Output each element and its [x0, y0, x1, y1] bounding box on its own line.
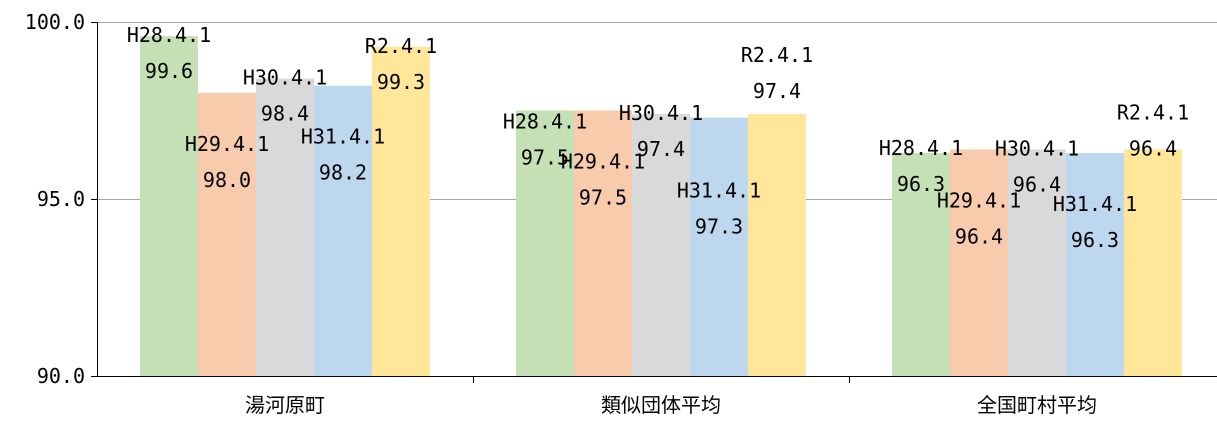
- x-category-labels: 湯河原町 類似団体平均 全国町村平均: [245, 393, 1097, 417]
- bar: [574, 110, 632, 376]
- bar: [748, 114, 806, 376]
- data-label-value: 99.3: [377, 70, 425, 94]
- data-label-series: H31.4.1: [677, 179, 761, 203]
- data-label-series: H29.4.1: [185, 132, 269, 156]
- data-label-series: R2.4.1: [365, 34, 437, 58]
- bar: [198, 92, 256, 377]
- y-tick-label: 100.0: [25, 10, 85, 34]
- y-tick-labels: 90.0 95.0 100.0: [25, 10, 85, 388]
- data-label-value: 96.4: [1129, 136, 1177, 160]
- data-labels: H28.4.199.6H29.4.198.0H30.4.198.4H31.4.1…: [127, 23, 1189, 252]
- data-label-series: H31.4.1: [1053, 192, 1137, 216]
- data-label-value: 99.6: [145, 59, 193, 83]
- data-label-value: 96.3: [1071, 228, 1119, 252]
- data-label-value: 97.4: [753, 79, 801, 103]
- bar: [950, 149, 1008, 376]
- data-label-value: 96.4: [955, 224, 1003, 248]
- data-label-series: H29.4.1: [561, 150, 645, 174]
- bar: [1066, 152, 1124, 376]
- data-label-value: 97.5: [579, 186, 627, 210]
- data-label-series: H31.4.1: [301, 125, 385, 149]
- data-label-value: 98.4: [261, 102, 309, 126]
- data-label-value: 96.3: [897, 172, 945, 196]
- data-label-series: R2.4.1: [741, 43, 813, 67]
- data-label-value: 96.4: [1013, 172, 1061, 196]
- bar: [632, 114, 690, 376]
- data-label-series: H28.4.1: [503, 110, 587, 134]
- y-tick-label: 90.0: [37, 364, 85, 388]
- bar: [690, 117, 748, 376]
- x-category-label: 類似団体平均: [601, 393, 721, 417]
- data-label-value: 97.3: [695, 215, 743, 239]
- data-label-series: R2.4.1: [1117, 100, 1189, 124]
- data-label-value: 98.0: [203, 168, 251, 192]
- bar: [372, 46, 430, 376]
- data-label-value: 98.2: [319, 161, 367, 185]
- bar: [1124, 149, 1182, 376]
- data-label-series: H30.4.1: [995, 136, 1079, 160]
- x-category-label: 湯河原町: [245, 393, 325, 417]
- data-label-value: 97.5: [521, 146, 569, 170]
- bar: [516, 110, 574, 376]
- data-label-series: H28.4.1: [879, 136, 963, 160]
- data-label-series: H30.4.1: [243, 66, 327, 90]
- bar: [314, 85, 372, 376]
- data-label-series: H29.4.1: [937, 188, 1021, 212]
- bar: [1008, 149, 1066, 376]
- bar: [140, 36, 198, 376]
- axis-ticks: [91, 22, 850, 383]
- x-category-label: 全国町村平均: [977, 393, 1097, 417]
- data-label-series: H30.4.1: [619, 101, 703, 125]
- data-label-series: H28.4.1: [127, 23, 211, 47]
- data-label-value: 97.4: [637, 137, 685, 161]
- bar: [256, 78, 314, 376]
- bar: [892, 152, 950, 376]
- bars: [140, 36, 1182, 377]
- y-tick-label: 95.0: [37, 187, 85, 211]
